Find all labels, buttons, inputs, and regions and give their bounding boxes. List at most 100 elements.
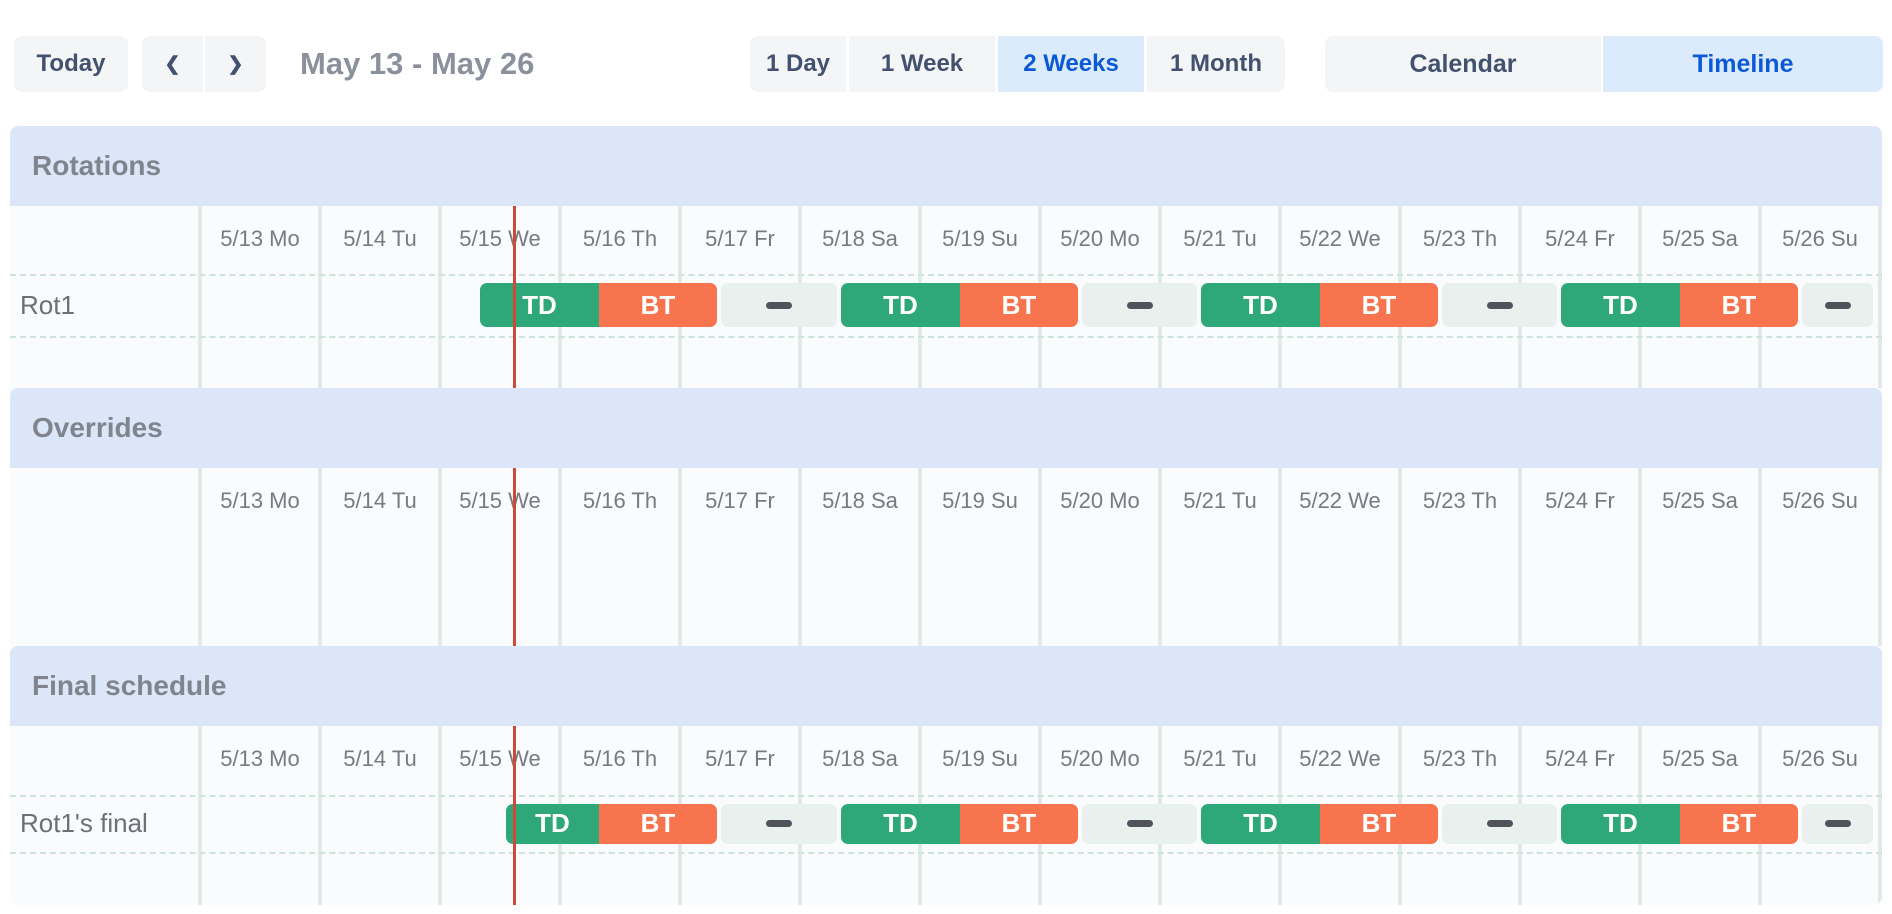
grid-divider [1878, 206, 1882, 388]
shift-label: BT [1361, 289, 1397, 320]
grid-divider [1158, 468, 1162, 646]
now-line [513, 726, 516, 905]
shift-block-bt[interactable]: BT [960, 283, 1078, 327]
day-header-cell: 5/16 Th [582, 226, 658, 251]
next-button[interactable]: ❯ [205, 36, 266, 92]
shift-block-td[interactable]: TD [480, 283, 599, 327]
shift-block-td[interactable]: TD [841, 803, 960, 844]
grid-divider [1758, 468, 1762, 646]
grid-divider [438, 206, 442, 388]
shift-block-bt[interactable]: BT [1320, 283, 1438, 327]
day-header-cell: 5/15 We [459, 226, 541, 251]
shift-block-td[interactable]: TD [1201, 803, 1320, 844]
shift-label: BT [640, 808, 676, 838]
shift-block-bt[interactable]: BT [599, 803, 717, 844]
grid-divider [318, 206, 322, 388]
day-header-cell: 5/15 We [459, 488, 541, 513]
section-grid-area: 5/13 Mo 5/14 Tu 5/15 We 5/16 Th 5/17 Fr 5/18 … [10, 206, 1882, 388]
shift-block-td[interactable]: TD [506, 803, 599, 844]
shift-block-bt[interactable]: BT [1320, 803, 1438, 844]
shift-label: BT [1361, 808, 1397, 838]
tab-1-month[interactable]: 1 Month [1147, 36, 1285, 92]
today-button[interactable]: Today [14, 36, 128, 92]
day-header-cell: 5/16 Th [582, 488, 658, 513]
shift-label: TD [883, 289, 918, 320]
shift-block-bt[interactable]: BT [1680, 283, 1798, 327]
gap-block[interactable] [1802, 803, 1873, 844]
section-grid-area: 5/13 Mo 5/14 Tu 5/15 We 5/16 Th 5/17 Fr 5/18 … [10, 468, 1882, 646]
shift-label: TD [535, 808, 570, 838]
day-header-cell: 5/25 Sa [1662, 226, 1738, 251]
prev-button[interactable]: ❮ [142, 36, 203, 92]
gap-block[interactable] [721, 803, 837, 844]
row-separator [10, 274, 1882, 276]
tab-2-weeks[interactable]: 2 Weeks [998, 36, 1144, 92]
day-header-cell: 5/23 Th [1422, 488, 1498, 513]
tab-timeline[interactable]: Timeline [1603, 36, 1883, 92]
gap-dash-icon [1126, 301, 1153, 309]
gap-dash-icon [1126, 820, 1153, 827]
section-final-schedule: Final schedule 5/13 Mo 5/14 Tu 5/15 We 5/16 … [10, 646, 1882, 905]
shift-label: BT [640, 289, 676, 320]
section-grid-area: 5/13 Mo 5/14 Tu 5/15 We 5/16 Th 5/17 Fr 5/18 … [10, 726, 1882, 905]
grid-divider [1398, 468, 1402, 646]
day-header-cell: 5/21 Tu [1183, 746, 1257, 771]
shift-block-td[interactable]: TD [1561, 803, 1680, 844]
shift-label: TD [883, 808, 918, 838]
tab-1-week[interactable]: 1 Week [849, 36, 995, 92]
day-header-cell: 5/22 We [1299, 488, 1381, 513]
shift-block-bt[interactable]: BT [599, 283, 717, 327]
gap-dash-icon [766, 820, 792, 827]
row-separator [10, 336, 1882, 338]
day-header-cell: 5/24 Fr [1545, 226, 1615, 251]
tab-calendar[interactable]: Calendar [1325, 36, 1601, 92]
row-label: Rot1's final [20, 808, 148, 838]
tab-1-day[interactable]: 1 Day [750, 36, 846, 92]
day-header-cell: 5/26 Su [1782, 488, 1858, 513]
now-line [513, 206, 516, 388]
section-title: Final schedule [32, 670, 227, 701]
gap-block[interactable] [1082, 803, 1197, 844]
shift-block-td[interactable]: TD [1201, 283, 1320, 327]
section-header-band: Rotations [10, 126, 1882, 206]
day-header-cell: 5/17 Fr [705, 488, 775, 513]
row-label: Rot1 [20, 289, 75, 320]
day-header-cell: 5/25 Sa [1662, 746, 1738, 771]
day-header-cell: 5/26 Su [1782, 226, 1858, 251]
day-header-cell: 5/19 Su [942, 488, 1018, 513]
section-overrides: Overrides 5/13 Mo 5/14 Tu 5/15 We 5/16 Th 5/1… [10, 388, 1882, 646]
shift-label: BT [1001, 808, 1037, 838]
shift-block-bt[interactable]: BT [1680, 803, 1798, 844]
day-header-cell: 5/13 Mo [220, 226, 300, 251]
shift-block-bt[interactable]: BT [960, 803, 1078, 844]
day-header-cell: 5/24 Fr [1545, 746, 1615, 771]
shift-block-td[interactable]: TD [841, 283, 960, 327]
grid-divider [1518, 468, 1522, 646]
day-header-cell: 5/23 Th [1422, 746, 1498, 771]
shift-label: BT [1001, 289, 1037, 320]
day-header-cell: 5/22 We [1299, 226, 1381, 251]
day-header-cell: 5/25 Sa [1662, 488, 1738, 513]
day-header-cell: 5/19 Su [942, 746, 1018, 771]
now-line [513, 468, 516, 646]
grid-divider [318, 726, 322, 905]
gap-block[interactable] [1802, 283, 1873, 327]
day-header-cell: 5/13 Mo [220, 746, 300, 771]
shift-label: BT [1721, 289, 1757, 320]
day-header-cell: 5/26 Su [1782, 746, 1858, 771]
section-header-band: Overrides [10, 388, 1882, 468]
day-header-cell: 5/13 Mo [220, 488, 300, 513]
day-header-cell: 5/24 Fr [1545, 488, 1615, 513]
gap-block[interactable] [1442, 803, 1557, 844]
gap-block[interactable] [721, 283, 837, 327]
day-header-cell: 5/15 We [459, 746, 541, 771]
gap-dash-icon [1824, 301, 1851, 309]
grid-divider [798, 468, 802, 646]
gap-block[interactable] [1082, 283, 1197, 327]
day-header-cell: 5/14 Tu [343, 226, 417, 251]
shift-block-td[interactable]: TD [1561, 283, 1680, 327]
grid-divider [1878, 726, 1882, 905]
gap-block[interactable] [1442, 283, 1557, 327]
day-header-cell: 5/19 Su [942, 226, 1018, 251]
day-header-cell: 5/23 Th [1422, 226, 1498, 251]
